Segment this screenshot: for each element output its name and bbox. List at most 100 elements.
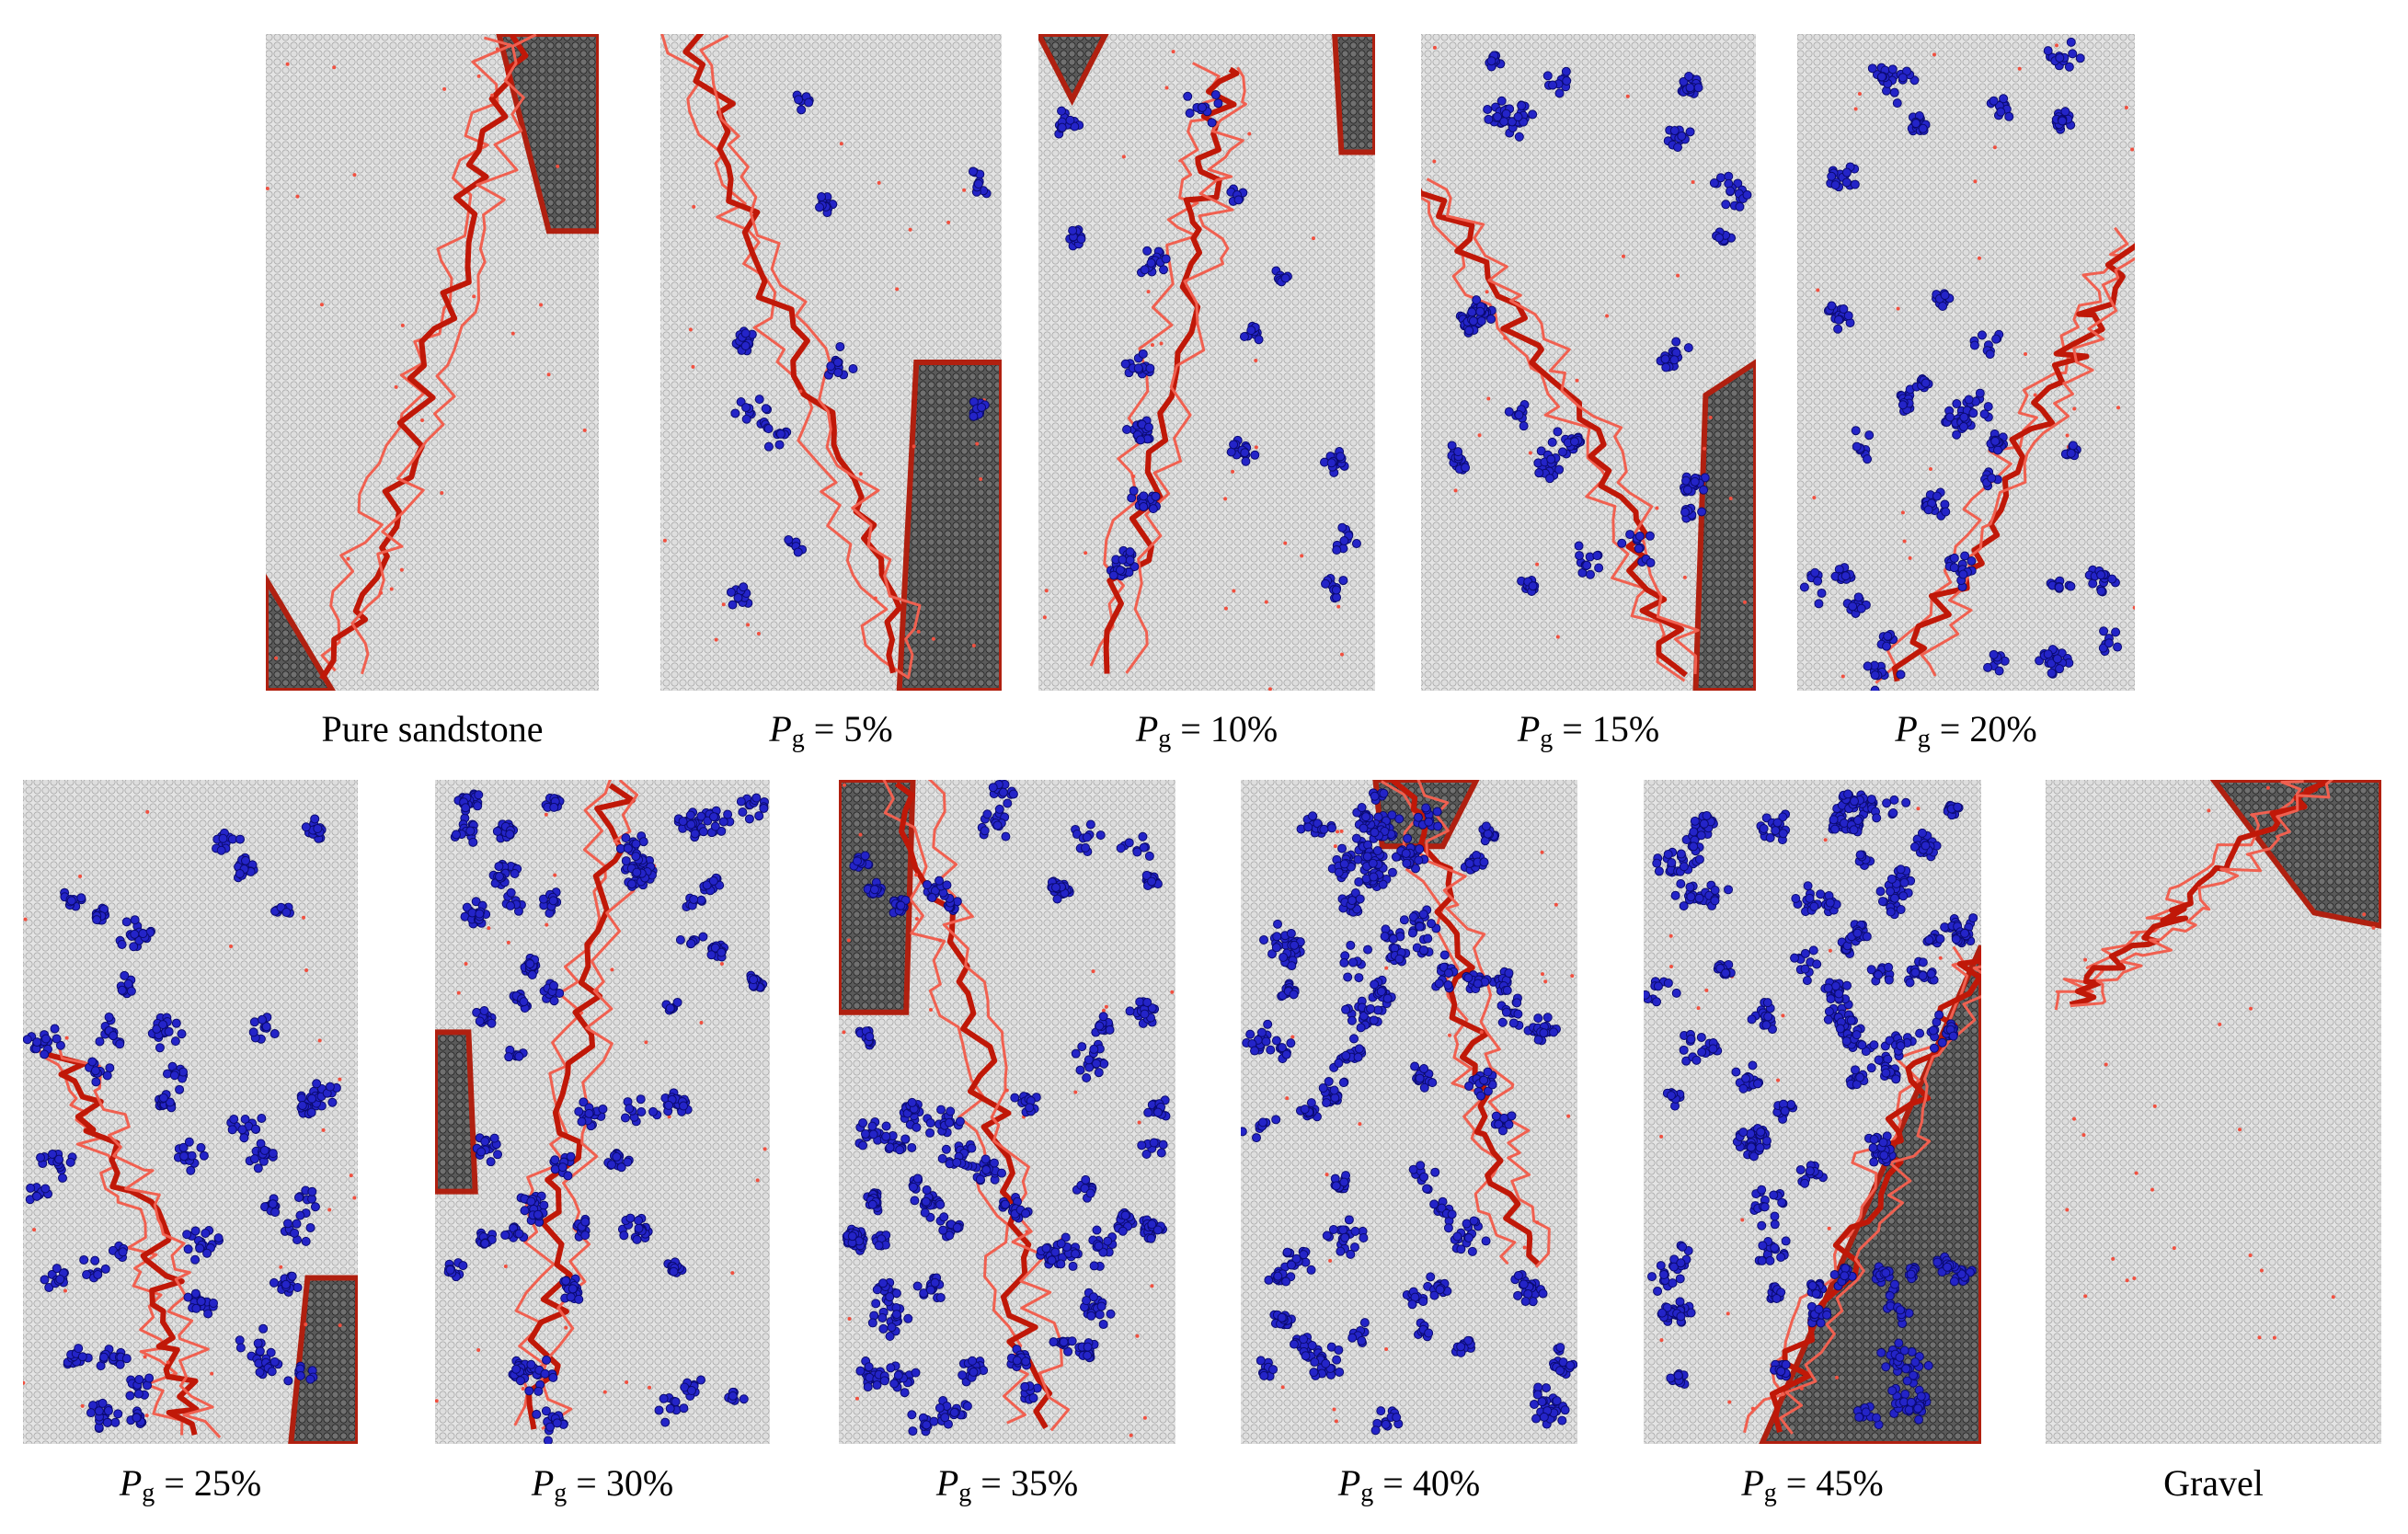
gravel-particle: [1676, 878, 1686, 888]
gravel-particle: [170, 1036, 180, 1047]
gravel-particle: [945, 1117, 955, 1128]
micro-crack: [1283, 541, 1288, 545]
gravel-cluster: [212, 828, 246, 855]
label-subscript: g: [142, 1479, 155, 1507]
label-symbol: P: [1894, 708, 1917, 750]
gravel-particle: [1059, 1337, 1069, 1347]
gravel-particle: [751, 793, 762, 803]
gravel-particle: [1041, 1243, 1051, 1254]
gravel-particle: [1429, 1290, 1439, 1300]
gravel-particle: [1439, 950, 1450, 960]
gravel-cluster: [1510, 1269, 1548, 1307]
micro-crack: [1336, 830, 1340, 834]
gravel-particle: [636, 1094, 646, 1105]
gravel-particle: [40, 1034, 51, 1044]
gravel-particle: [1057, 122, 1067, 132]
gravel-particle: [636, 1106, 647, 1116]
gravel-particle: [1077, 1042, 1087, 1052]
fractured-zone: [1692, 359, 1756, 691]
gravel-particle: [1149, 1138, 1159, 1148]
gravel-particle: [1447, 441, 1457, 451]
gravel-particle: [1447, 1209, 1457, 1219]
gravel-particle: [759, 803, 769, 813]
gravel-particle: [1403, 833, 1413, 843]
gravel-particle: [1008, 789, 1018, 799]
gravel-particle: [184, 1137, 194, 1147]
gravel-particle: [1519, 1279, 1529, 1289]
gravel-particle: [1116, 843, 1126, 853]
gravel-particle: [1840, 571, 1851, 581]
gravel-cluster: [162, 1061, 189, 1094]
gravel-cluster: [871, 1278, 901, 1322]
gravel-particle: [1830, 180, 1840, 190]
gravel-particle: [313, 823, 323, 833]
gravel-particle: [1502, 985, 1512, 995]
gravel-particle: [1125, 555, 1135, 566]
gravel-particle: [2111, 627, 2121, 637]
gravel-particle: [1299, 1334, 1309, 1345]
gravel-particle: [1081, 842, 1091, 853]
gravel-cluster: [549, 1151, 576, 1181]
gravel-particle: [1338, 576, 1348, 586]
gravel-cluster: [532, 1406, 568, 1444]
label-symbol: P: [768, 708, 791, 750]
gravel-particle: [696, 1375, 706, 1385]
micro-crack: [23, 917, 28, 922]
gravel-particle: [1335, 1367, 1345, 1377]
micro-crack: [1902, 539, 1907, 544]
gravel-particle: [580, 1231, 591, 1241]
micro-crack: [279, 1265, 283, 1269]
gravel-particle: [1340, 1232, 1350, 1242]
gravel-cluster: [574, 1097, 608, 1131]
gravel-particle: [1985, 349, 1995, 360]
micro-crack: [916, 629, 921, 634]
gravel-cluster: [1113, 1208, 1138, 1236]
gravel-particle: [1533, 1035, 1543, 1045]
gravel-particle: [690, 829, 700, 839]
gravel-particle: [1429, 1199, 1439, 1209]
gravel-cluster: [1986, 94, 2014, 121]
gravel-particle: [1555, 1366, 1565, 1376]
gravel-cluster: [1504, 400, 1530, 431]
gravel-particle: [863, 1382, 873, 1392]
micro-crack: [553, 873, 557, 877]
gravel-cluster: [1533, 446, 1565, 484]
label-subscript: g: [1360, 1479, 1373, 1507]
gravel-particle: [1145, 363, 1155, 373]
gravel-particle: [1833, 324, 1843, 334]
gravel-cluster: [1239, 321, 1264, 345]
gravel-particle: [1426, 1272, 1436, 1282]
gravel-particle: [2054, 582, 2064, 592]
gravel-particle: [548, 896, 558, 906]
micro-crack: [352, 1196, 357, 1200]
gravel-particle: [1475, 306, 1485, 316]
gravel-particle: [1349, 1242, 1359, 1253]
micro-crack: [2017, 66, 2022, 71]
gravel-particle: [1330, 1093, 1340, 1103]
gravel-particle: [1497, 1017, 1508, 1027]
gravel-particle: [1634, 531, 1645, 541]
micro-crack: [1254, 358, 1258, 362]
gravel-particle: [1258, 1117, 1268, 1128]
gravel-particle: [1528, 581, 1538, 591]
gravel-cluster: [682, 893, 707, 912]
gravel-particle: [1025, 1103, 1035, 1113]
gravel-cluster: [867, 1301, 913, 1342]
micro-crack: [1726, 1311, 1730, 1316]
gravel-particle: [1569, 437, 1579, 447]
gravel-particle: [1118, 1226, 1128, 1236]
gravel-particle: [1479, 1075, 1489, 1085]
gravel-particle: [295, 1210, 305, 1220]
gravel-particle: [1086, 1311, 1096, 1321]
gravel-particle: [973, 179, 983, 189]
gravel-particle: [1483, 1086, 1493, 1096]
micro-crack: [1231, 469, 1235, 474]
gravel-particle: [1924, 935, 1934, 945]
gravel-particle: [708, 812, 718, 822]
gravel-particle: [307, 1093, 317, 1104]
gravel-cluster: [260, 1194, 281, 1218]
micro-crack: [1916, 807, 1921, 811]
crack: [1125, 66, 1247, 674]
gravel-particle: [1229, 440, 1239, 450]
gravel-particle: [1411, 864, 1421, 874]
